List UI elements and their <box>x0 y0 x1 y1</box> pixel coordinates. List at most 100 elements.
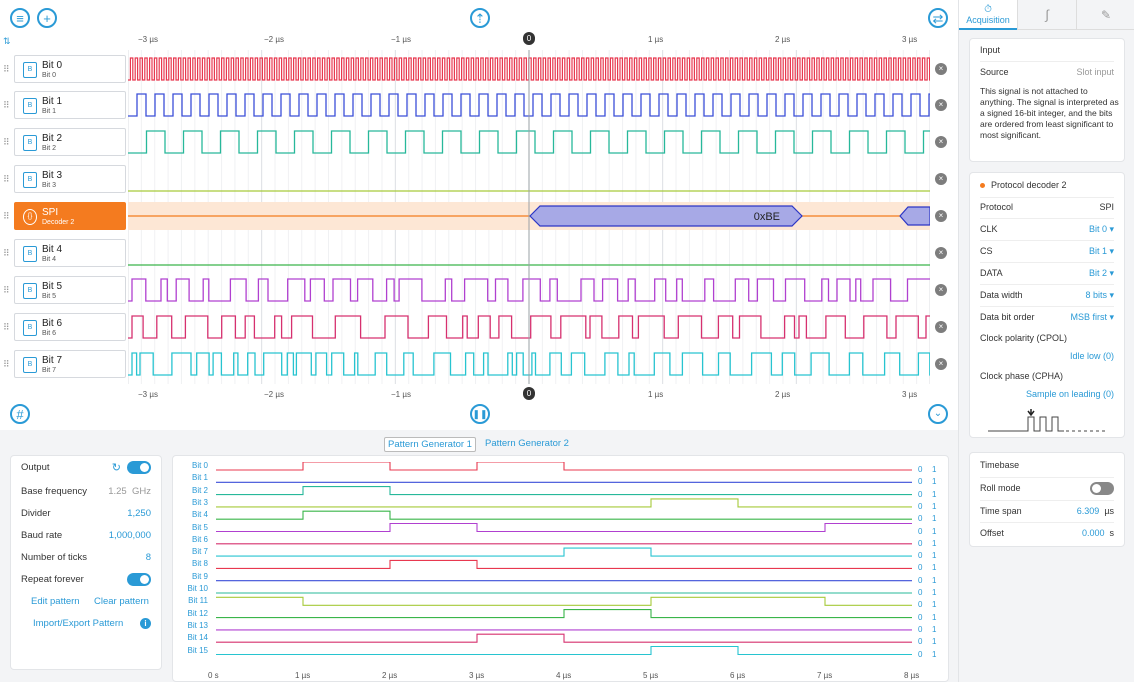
zero-marker-top[interactable]: 0 <box>523 32 535 45</box>
refresh-icon[interactable]: ↻ <box>111 461 121 474</box>
cpha-value[interactable]: Sample on leading (0) <box>1025 389 1114 399</box>
cs-select[interactable]: Bit 1 ▾ <box>1088 245 1114 256</box>
waveform-area[interactable]: 0xBE <box>128 50 930 384</box>
import-export-pattern-link[interactable]: Import/Export Pattern <box>33 618 124 629</box>
pattern-low-value: 0 <box>918 501 923 511</box>
info-icon[interactable]: i <box>140 618 151 629</box>
cloud-upload-icon[interactable]: ⇡ <box>470 8 490 28</box>
data-width-select[interactable]: 8 bits ▾ <box>1085 289 1114 300</box>
ruler-tick: 2 µs <box>775 35 791 44</box>
pattern-high-value: 1 <box>932 600 937 610</box>
pattern-low-value: 0 <box>918 649 923 659</box>
channel-name: Bit 7 <box>42 355 63 366</box>
pattern-waveforms[interactable] <box>216 462 912 662</box>
remove-channel-icon[interactable]: × <box>935 321 947 333</box>
pattern-low-value: 0 <box>918 538 923 548</box>
signal-icon: B <box>23 172 37 188</box>
clear-pattern-link[interactable]: Clear pattern <box>94 596 149 607</box>
data-bit-order-select[interactable]: MSB first ▾ <box>1070 311 1114 322</box>
protocol-value[interactable]: SPI <box>1099 202 1114 212</box>
remove-channel-icon[interactable]: × <box>935 358 947 370</box>
signal-trace <box>128 278 930 302</box>
drag-handle-icon[interactable]: ⠿ <box>3 64 10 74</box>
drag-handle-icon[interactable]: ⠿ <box>3 248 10 258</box>
base-frequency-label: Base frequency <box>21 485 88 497</box>
drag-handle-icon[interactable]: ⠿ <box>3 285 10 295</box>
remove-channel-icon[interactable]: × <box>935 247 947 259</box>
channel-header[interactable]: B Bit 0 Bit 0 <box>14 55 126 83</box>
channel-subtitle: Bit 7 <box>42 367 57 374</box>
baud-rate-field[interactable]: 1,000,000 <box>108 529 151 541</box>
repeat-forever-toggle[interactable] <box>127 572 151 586</box>
pattern-time-tick: 4 µs <box>556 671 572 680</box>
remove-channel-icon[interactable]: × <box>935 63 947 75</box>
offset-field[interactable]: 0.000 <box>1081 528 1105 538</box>
grid-icon[interactable]: # <box>10 404 30 424</box>
drag-handle-icon[interactable]: ⠿ <box>3 137 10 147</box>
tab-pattern-generator-2[interactable]: Pattern Generator 2 <box>485 438 569 449</box>
drag-handle-icon[interactable]: ⠿ <box>3 359 10 369</box>
remove-channel-icon[interactable]: × <box>935 284 947 296</box>
remove-channel-icon[interactable]: × <box>935 99 947 111</box>
data-select[interactable]: Bit 2 ▾ <box>1088 267 1114 278</box>
sidebar: ⏱ Acquisition ∫ ✎ Input Source Slot inpu… <box>958 0 1134 682</box>
channel-header[interactable]: B Bit 5 Bit 5 <box>14 276 126 304</box>
pattern-time-tick: 0 s <box>208 671 219 680</box>
remove-channel-icon[interactable]: × <box>935 173 947 185</box>
number-of-ticks-field[interactable]: 8 <box>145 551 151 563</box>
roll-mode-toggle[interactable] <box>1090 481 1114 495</box>
cpol-value[interactable]: Idle low (0) <box>1069 351 1114 361</box>
signal-trace <box>128 130 930 154</box>
time-span-unit: µs <box>1104 506 1114 516</box>
pattern-low-value: 0 <box>918 588 923 597</box>
menu-icon[interactable]: ≡ <box>10 8 30 28</box>
edit-pattern-link[interactable]: Edit pattern <box>31 596 80 607</box>
pattern-bit-label: Bit 10 <box>187 584 208 593</box>
plus-icon[interactable]: + <box>37 8 57 28</box>
source-value[interactable]: Slot input <box>1076 67 1114 77</box>
tab-pattern-generator-1[interactable]: Pattern Generator 1 <box>384 437 476 452</box>
remove-channel-icon[interactable]: × <box>935 136 947 148</box>
ruler-tick: 1 µs <box>648 35 664 44</box>
channel-header[interactable]: B Bit 1 Bit 1 <box>14 91 126 119</box>
swap-icon[interactable]: ⇄ <box>928 8 948 28</box>
ruler-tick: −2 µs <box>264 35 284 44</box>
tab-acquisition[interactable]: ⏱ Acquisition <box>959 0 1017 30</box>
pattern-bit-label: Bit 8 <box>191 559 208 569</box>
tab-annotate[interactable]: ✎ <box>1076 0 1134 30</box>
channel-header[interactable]: B Bit 3 Bit 3 <box>14 165 126 193</box>
tab-math[interactable]: ∫ <box>1017 0 1076 30</box>
channel-header[interactable]: B Bit 7 Bit 7 <box>14 350 126 378</box>
channel-subtitle: Bit 6 <box>42 330 57 337</box>
pattern-low-value: 0 <box>918 489 923 499</box>
signal-trace <box>128 57 930 81</box>
pattern-high-value: 1 <box>932 551 937 561</box>
drag-handle-icon[interactable]: ⠿ <box>3 100 10 110</box>
channel-header[interactable]: B Bit 2 Bit 2 <box>14 128 126 156</box>
drag-handle-icon[interactable]: ⠿ <box>3 211 10 221</box>
drag-handle-icon[interactable]: ⠿ <box>3 322 10 332</box>
base-frequency-value: 1.25 <box>108 485 127 497</box>
base-frequency-unit: GHz <box>132 485 151 497</box>
channel-header[interactable]: {} SPI Decoder 2 <box>14 202 126 230</box>
channel-name: Bit 5 <box>42 281 63 292</box>
pattern-low-value: 0 <box>918 477 923 487</box>
pattern-trace <box>216 609 912 619</box>
channel-name: Bit 2 <box>42 133 63 144</box>
baud-rate-label: Baud rate <box>21 529 63 541</box>
zero-marker-bottom[interactable]: 0 <box>523 387 535 400</box>
pattern-low-value: 0 <box>918 624 923 634</box>
decoded-value: 0xBE <box>754 211 780 223</box>
pause-icon[interactable]: ❚❚ <box>470 404 490 424</box>
output-toggle[interactable] <box>127 460 151 474</box>
time-span-field[interactable]: 6.309 <box>1076 506 1100 516</box>
divider-field[interactable]: 1,250 <box>127 507 151 519</box>
clk-select[interactable]: Bit 0 ▾ <box>1088 223 1114 234</box>
channel-header[interactable]: B Bit 4 Bit 4 <box>14 239 126 267</box>
chevron-down-icon[interactable]: ⌄ <box>928 404 948 424</box>
drag-handle-icon[interactable]: ⠿ <box>3 174 10 184</box>
sort-icon[interactable]: ⇅ <box>3 36 11 46</box>
remove-channel-icon[interactable]: × <box>935 210 947 222</box>
channel-header[interactable]: B Bit 6 Bit 6 <box>14 313 126 341</box>
decoder-dot-icon <box>980 182 985 188</box>
